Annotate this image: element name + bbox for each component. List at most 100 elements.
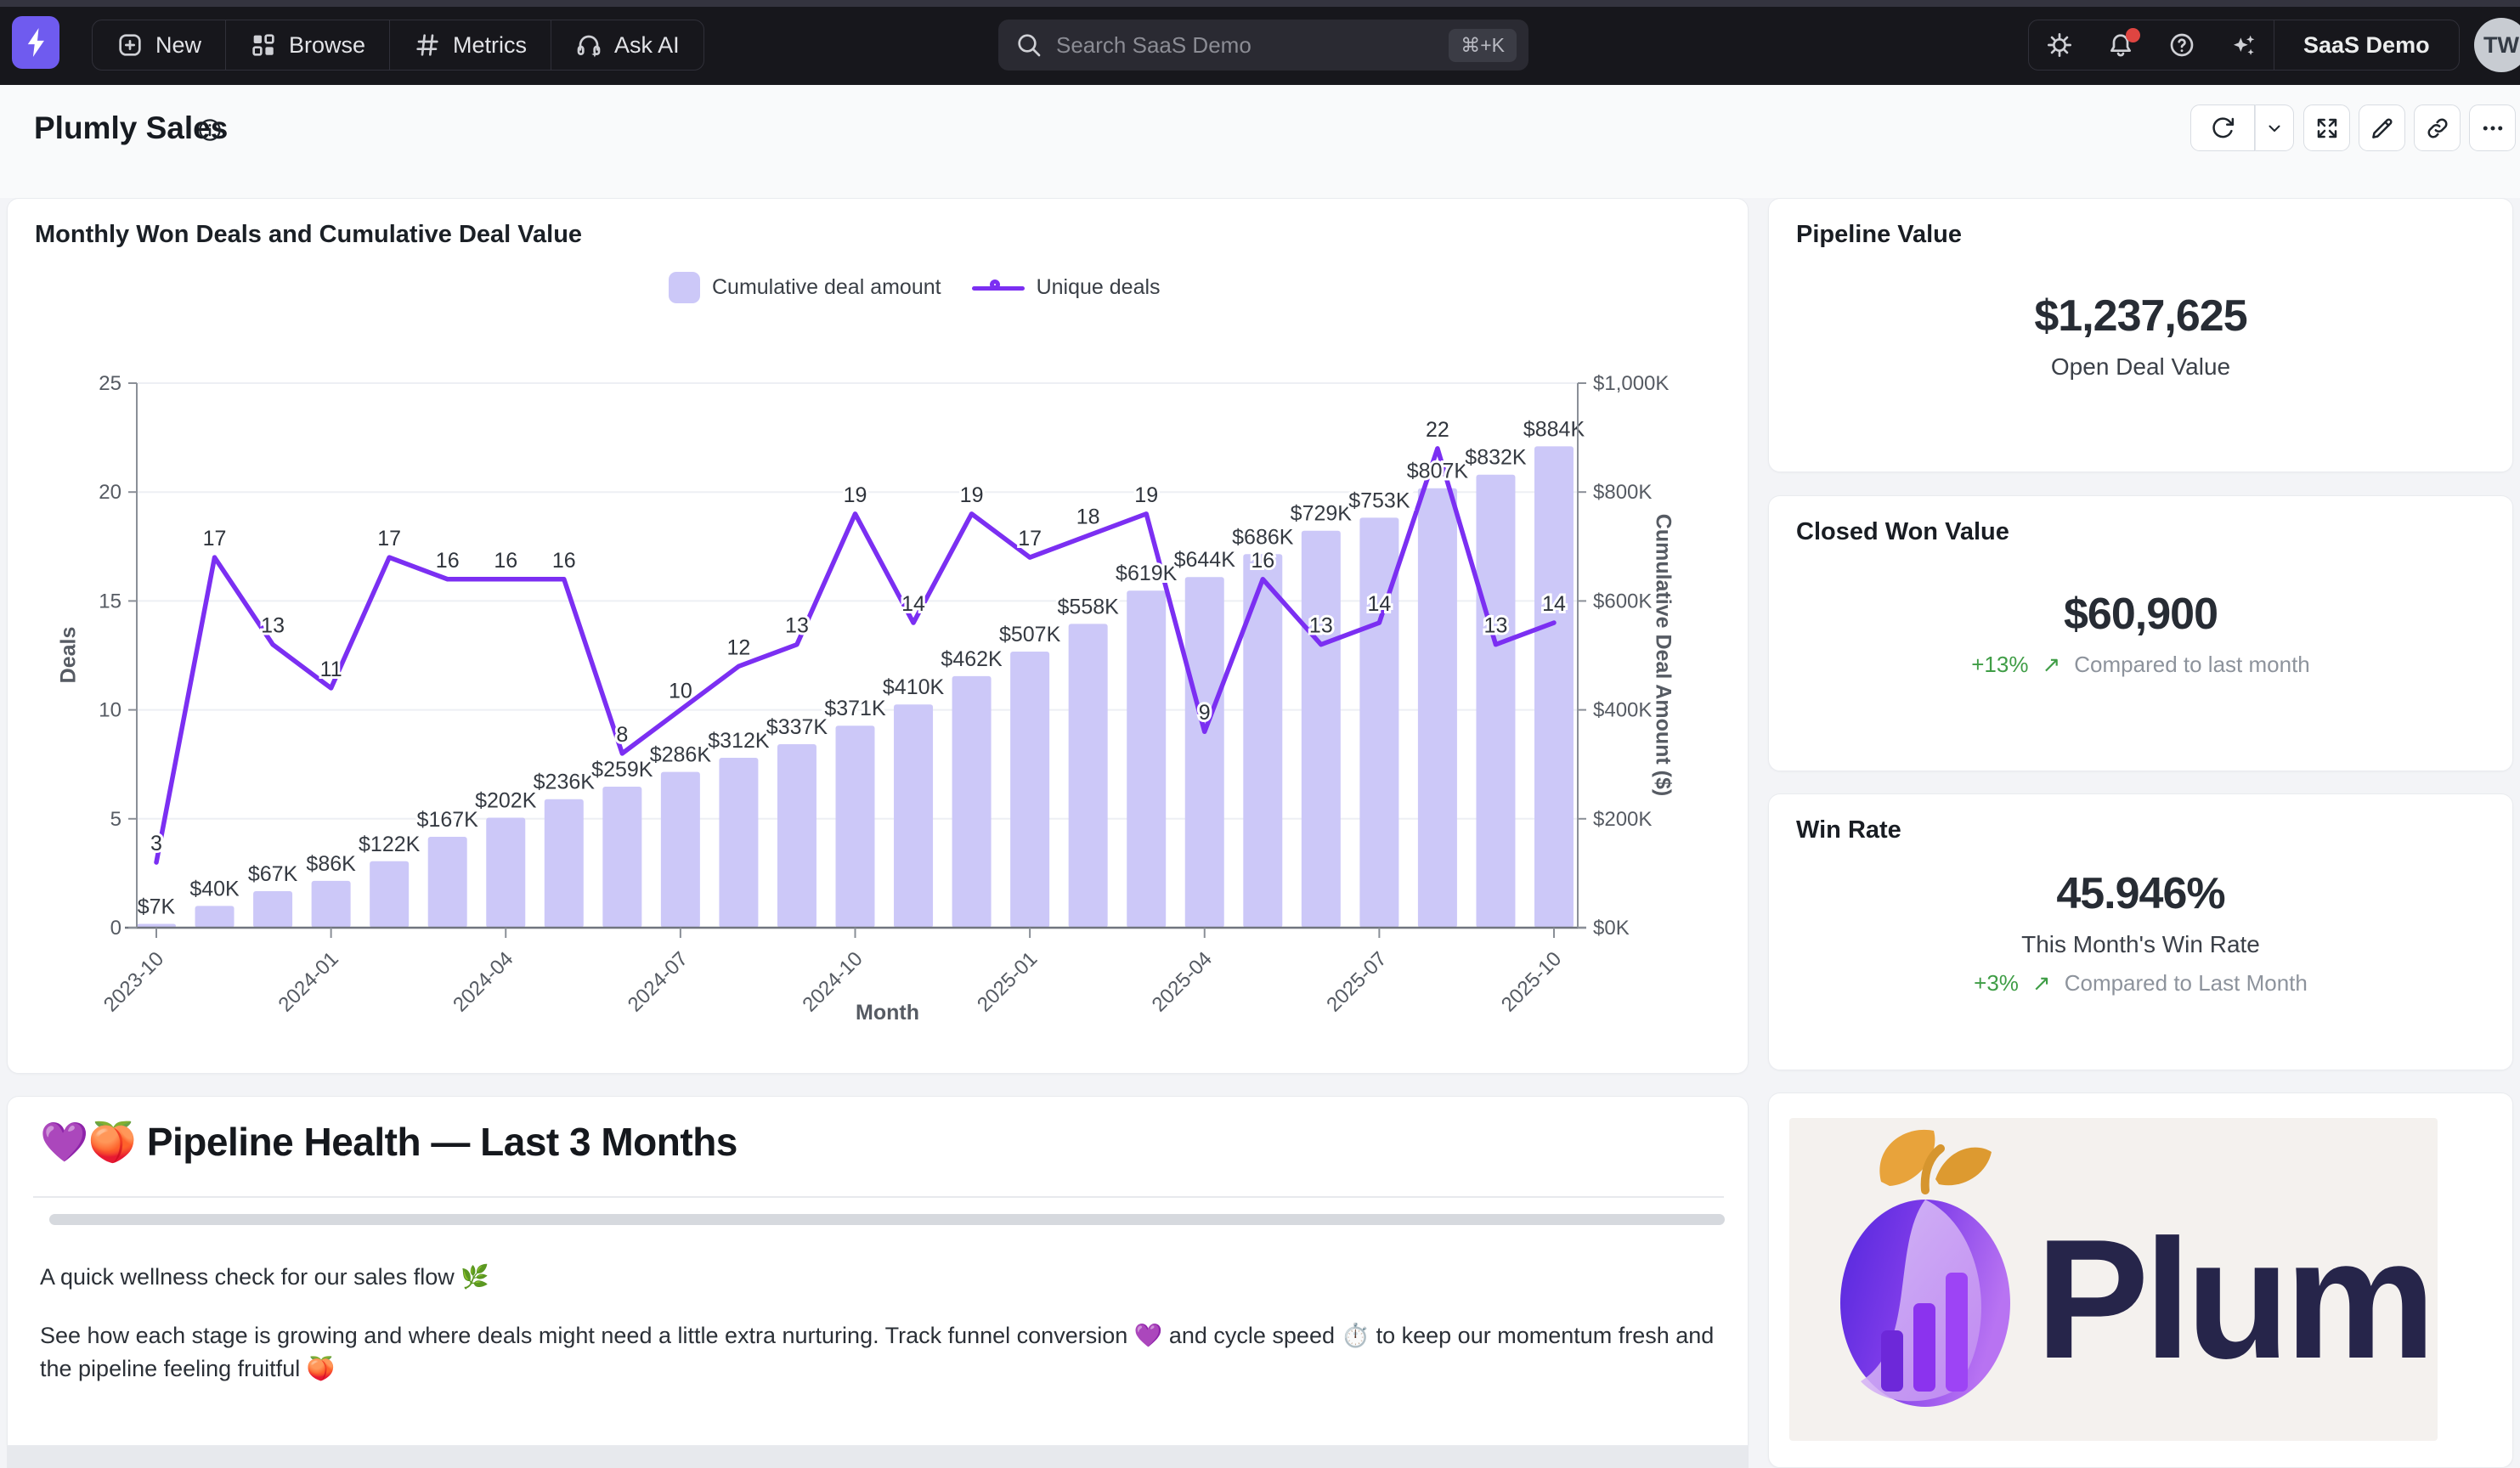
x-axis-title: Month [856, 1001, 919, 1025]
nav-item-ask-ai[interactable]: Ask AI [551, 20, 703, 70]
svg-text:9: 9 [1199, 701, 1211, 725]
svg-text:19: 19 [844, 483, 867, 507]
search-input[interactable] [1056, 31, 1449, 59]
svg-text:17: 17 [1018, 527, 1042, 550]
legend-item-cumulative[interactable]: Cumulative deal amount [669, 272, 941, 303]
notes-thick-divider [49, 1214, 1725, 1225]
svg-text:3: 3 [150, 832, 162, 855]
svg-text:2025-04: 2025-04 [1148, 947, 1217, 1016]
delta-compare: Compared to Last Month [2064, 969, 2308, 996]
share-link-button[interactable] [2414, 104, 2461, 151]
app-logo[interactable] [12, 16, 59, 69]
svg-text:$202K: $202K [475, 789, 537, 813]
line-marker-icon [971, 279, 1025, 297]
kpi-delta-row: +13% ↗ Compared to last month [1971, 652, 2310, 678]
kpi-value: $1,237,625 [2034, 291, 2247, 341]
svg-text:2025-07: 2025-07 [1322, 947, 1391, 1016]
svg-text:14: 14 [1542, 592, 1566, 616]
svg-text:17: 17 [377, 527, 401, 550]
page-header: Plumly Sales [0, 85, 2520, 198]
info-icon [199, 119, 221, 141]
svg-text:2025-01: 2025-01 [973, 947, 1042, 1016]
nav-item-browse[interactable]: Browse [226, 20, 391, 70]
svg-text:19: 19 [1134, 483, 1158, 507]
plus-square-icon [119, 34, 141, 56]
nav-item-label: Ask AI [614, 31, 680, 58]
notes-paragraph: A quick wellness check for our sales flo… [40, 1264, 489, 1290]
kpi-delta-row: +3% ↗ Compared to Last Month [1974, 970, 2308, 997]
whats-new-button[interactable] [2212, 20, 2274, 70]
svg-text:2024-04: 2024-04 [449, 947, 517, 1016]
refresh-menu-button[interactable] [2255, 104, 2294, 151]
svg-text:$200K: $200K [1593, 808, 1652, 831]
svg-text:$462K: $462K [941, 647, 1003, 671]
nav-right-group: SaaS Demo [2028, 20, 2460, 71]
kpi-value: $60,900 [2064, 590, 2218, 639]
svg-text:14: 14 [1367, 592, 1391, 616]
bottom-scroll-strip[interactable] [7, 1446, 1749, 1468]
delta-compare: Compared to last month [2074, 652, 2310, 677]
bar-swatch-icon [669, 272, 700, 303]
combo-chart[interactable]: 3 17 13 11 17 16 16 16 8 10 12 13 19 14 19 17 18 19 9 16 13 1… [8, 199, 1749, 1075]
plumly-logo: Plumly [1789, 1118, 2520, 1441]
svg-text:2024-07: 2024-07 [624, 947, 692, 1016]
legend-label: Cumulative deal amount [712, 275, 941, 299]
settings-button[interactable] [2029, 20, 2090, 70]
svg-text:5: 5 [110, 808, 121, 831]
svg-text:2023-10: 2023-10 [99, 947, 168, 1016]
fullscreen-button[interactable] [2303, 104, 2350, 151]
headset-icon [577, 35, 601, 58]
svg-text:17: 17 [203, 527, 227, 550]
user-avatar[interactable]: TW [2474, 18, 2520, 72]
link-icon [2427, 118, 2447, 138]
nav-item-metrics[interactable]: Metrics [390, 20, 552, 70]
legend-item-unique-deals[interactable]: Unique deals [971, 275, 1161, 300]
svg-text:8: 8 [616, 723, 628, 747]
ellipsis-icon [2483, 126, 2502, 130]
svg-text:$167K: $167K [417, 808, 479, 832]
svg-text:$807K: $807K [1407, 460, 1469, 483]
svg-text:16: 16 [436, 549, 460, 573]
expand-icon [2317, 118, 2336, 138]
help-circle-icon [2170, 33, 2194, 57]
svg-text:$507K: $507K [999, 623, 1061, 646]
edit-button[interactable] [2359, 104, 2405, 151]
brand-image-card: Plumly [1768, 1093, 2520, 1468]
top-nav: New Browse Metrics Ask AI [0, 7, 2520, 85]
svg-text:$312K: $312K [708, 729, 770, 753]
svg-text:$236K: $236K [534, 771, 596, 794]
notes-paragraph: See how each stage is growing and where … [40, 1323, 1715, 1381]
gear-icon [2048, 33, 2071, 57]
svg-text:$753K: $753K [1348, 488, 1410, 512]
dashboard-info-button[interactable] [197, 117, 223, 143]
workspace-switcher[interactable]: SaaS Demo [2274, 20, 2459, 70]
chart-legend: Cumulative deal amount Unique deals [669, 272, 1161, 303]
notes-divider [33, 1196, 1724, 1198]
more-actions-button[interactable] [2469, 104, 2516, 151]
delta-value: +3% [1974, 969, 2019, 996]
global-search[interactable]: ⌘+K [998, 20, 1528, 71]
svg-text:25: 25 [99, 372, 121, 395]
sparkles-icon [2233, 35, 2255, 55]
hash-icon [416, 34, 438, 56]
svg-text:$337K: $337K [766, 715, 828, 739]
help-button[interactable] [2151, 20, 2212, 70]
lightning-bolt-icon [27, 28, 44, 57]
kpi-card-win-rate: Win Rate 45.946% This Month's Win Rate +… [1768, 793, 2513, 1070]
nav-item-new[interactable]: New [93, 20, 227, 70]
plumly-logo-image: Plumly [1840, 1129, 2520, 1407]
search-shortcut: ⌘+K [1449, 28, 1517, 62]
delta-arrow-icon: ↗ [2042, 652, 2061, 677]
kpi-title: Closed Won Value [1796, 518, 2009, 545]
kpi-title: Win Rate [1796, 816, 1901, 844]
svg-text:0: 0 [110, 917, 121, 940]
svg-text:18: 18 [1076, 505, 1100, 528]
refresh-button[interactable] [2190, 104, 2255, 151]
legend-label: Unique deals [1036, 275, 1161, 299]
notifications-button[interactable] [2090, 20, 2151, 70]
pencil-icon [2371, 118, 2392, 138]
left-axis-title: Deals [56, 626, 81, 684]
svg-text:$729K: $729K [1291, 502, 1353, 526]
right-axis-title: Cumulative Deal Amount ($) [1651, 513, 1675, 797]
kpi-subtitle: This Month's Win Rate [2021, 930, 2260, 957]
